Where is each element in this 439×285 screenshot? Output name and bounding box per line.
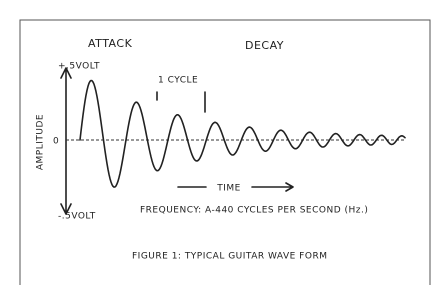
amplitude-label: AMPLITUDE — [36, 114, 46, 170]
zero-label: 0 — [53, 137, 59, 147]
caption: FIGURE 1: TYPICAL GUITAR WAVE FORM — [132, 252, 327, 262]
minus-volt-label: -.5VOLT — [58, 212, 96, 222]
attack-label: ATTACK — [88, 37, 133, 50]
time-label: TIME — [216, 184, 241, 194]
decay-label: DECAY — [245, 39, 284, 52]
cycle-label: 1 CYCLE — [158, 76, 198, 86]
plus-volt-label: +.5VOLT — [58, 62, 100, 72]
figure: ATTACK DECAY +.5VOLT 1 CYCLE AMPLITUDE 0… — [0, 0, 439, 285]
frequency-label: FREQUENCY: A-440 CYCLES PER SECOND (Hz.) — [140, 206, 368, 216]
